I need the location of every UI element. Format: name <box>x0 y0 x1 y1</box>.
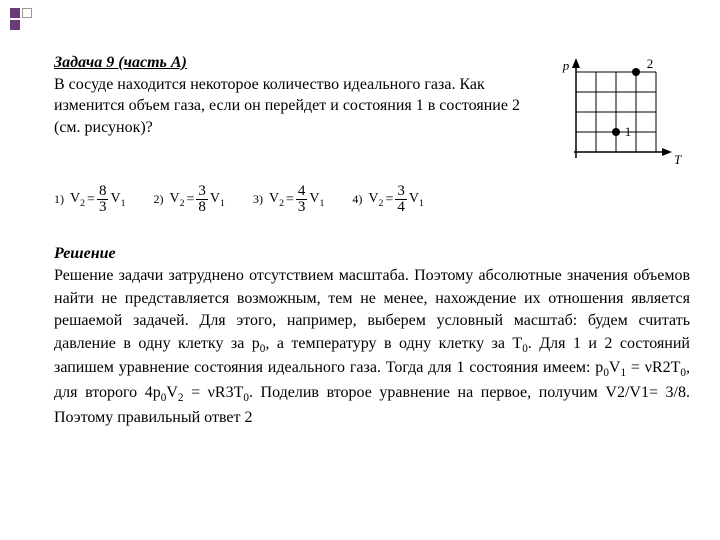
solution-title: Решение <box>54 243 690 265</box>
svg-text:2: 2 <box>647 56 654 71</box>
answer-option-3: 3) V2 = 43 V1 <box>253 184 324 215</box>
answer-option-2: 2) V2 = 38 V1 <box>153 184 224 215</box>
problem-title: Задача 9 (часть А) <box>54 54 187 71</box>
problem-text: Задача 9 (часть А) В сосуде находится не… <box>54 52 558 138</box>
problem-body: В сосуде находится некоторое количество … <box>54 76 520 136</box>
answer-option-4: 4) V2 = 34 V1 <box>352 184 423 215</box>
svg-text:T: T <box>674 152 682 167</box>
solution: Решение Решение задачи затруднено отсутс… <box>54 243 690 430</box>
svg-text:1: 1 <box>625 124 632 139</box>
answer-options: 1) V2 = 83 V1 2) V2 = 38 V1 3) V2 = 43 <box>54 184 690 215</box>
answer-option-1: 1) V2 = 83 V1 <box>54 184 125 215</box>
solution-body: Решение задачи затруднено отсутствием ма… <box>54 265 690 429</box>
svg-text:p: p <box>562 58 570 73</box>
pt-chart: p T 1 2 <box>558 52 690 172</box>
